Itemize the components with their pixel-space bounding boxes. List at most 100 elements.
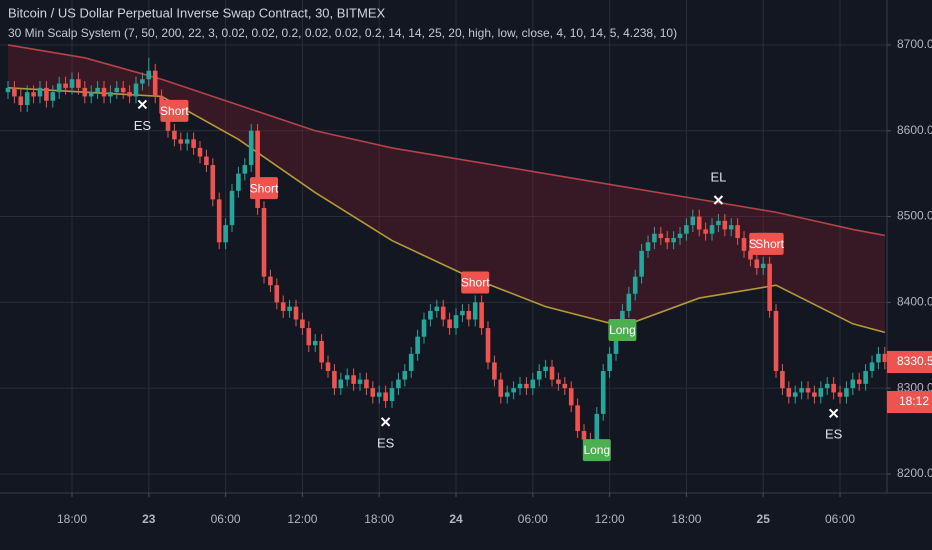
candle-body xyxy=(236,173,241,191)
candle-body xyxy=(95,87,100,93)
candle-body xyxy=(152,70,158,97)
candle-body xyxy=(242,165,248,174)
candle-body xyxy=(37,87,43,97)
x-tick-label: 18:00 xyxy=(364,512,394,526)
candle-body xyxy=(863,370,868,384)
signal-label: Short xyxy=(250,181,279,195)
candle-body xyxy=(626,293,632,311)
candle-body xyxy=(722,220,728,230)
candle-body xyxy=(280,302,286,311)
candle-body xyxy=(741,238,747,251)
candle-body xyxy=(56,83,62,93)
candle-body xyxy=(415,336,420,354)
candle-body xyxy=(376,392,382,397)
candle-body xyxy=(575,405,580,432)
signal-label: Short xyxy=(461,276,490,290)
candle-body xyxy=(652,233,657,243)
candle-body xyxy=(696,216,702,230)
candle-body xyxy=(178,139,184,144)
signal-cross xyxy=(713,195,724,205)
candle-body xyxy=(69,79,75,88)
x-tick-label: 12:00 xyxy=(595,512,625,526)
candle-body xyxy=(421,319,427,337)
candle-body xyxy=(248,130,254,166)
signal-cross xyxy=(380,417,391,427)
candle-body xyxy=(370,388,376,397)
candle-body xyxy=(805,388,811,393)
countdown-tag xyxy=(887,390,932,413)
x-tick-label: 24 xyxy=(449,512,463,526)
signal-box xyxy=(608,318,637,341)
candle-body xyxy=(364,379,369,389)
candle-body xyxy=(127,92,132,97)
y-tick-label: 8400.0 xyxy=(897,295,932,309)
candle-body xyxy=(594,413,600,449)
candle-body xyxy=(524,383,529,389)
candle-body xyxy=(850,379,856,389)
candle-body xyxy=(210,165,216,200)
candle-body xyxy=(197,147,203,157)
candle-body xyxy=(293,306,299,320)
signal-cross xyxy=(828,408,839,419)
signal: Short xyxy=(250,177,279,200)
candle-body xyxy=(312,340,318,346)
signal-label: Long xyxy=(609,323,636,337)
candle-body xyxy=(140,79,145,84)
candle-body xyxy=(172,130,177,140)
candle-body xyxy=(530,379,536,389)
candle-body xyxy=(716,220,721,226)
candle-body xyxy=(748,250,753,260)
chart-title: Bitcoin / US Dollar Perpetual Inverse Sw… xyxy=(8,5,385,20)
candle-body xyxy=(645,242,651,251)
candle-body xyxy=(728,225,734,230)
candle-body xyxy=(82,87,88,97)
candle-body xyxy=(869,362,875,371)
candle-body xyxy=(837,392,843,397)
candle-body xyxy=(479,302,484,329)
candle-body xyxy=(88,92,94,97)
candle-body xyxy=(703,229,708,234)
plot-area: ESShortShortESShortLongLongELShortShortE… xyxy=(5,44,888,462)
candle-body xyxy=(786,388,792,397)
candle-body xyxy=(767,263,772,311)
x-tick-label: 25 xyxy=(757,512,771,526)
candle-body xyxy=(568,388,574,406)
candle-body xyxy=(184,139,190,144)
y-tick-label: 8500.0 xyxy=(897,209,932,223)
last-price-tag xyxy=(887,350,932,373)
candle-body xyxy=(24,92,30,106)
candle-body xyxy=(191,139,196,148)
candle-body xyxy=(101,87,107,97)
candle-body xyxy=(754,259,760,269)
last-price-label: 8330.5 xyxy=(897,354,932,368)
candle-body xyxy=(792,392,798,397)
candle-body xyxy=(684,225,689,234)
candle-body xyxy=(799,388,804,393)
candle-body xyxy=(351,375,356,384)
candle-body xyxy=(31,92,36,97)
indicator-label: 30 Min Scalp System (7, 50, 200, 22, 3, … xyxy=(8,26,677,40)
signal-cross xyxy=(137,99,148,110)
signal-label: ES xyxy=(134,118,152,133)
candle-body xyxy=(760,263,766,269)
candle-body xyxy=(146,70,152,80)
candle-body xyxy=(485,328,491,363)
y-tick-label: 8700.0 xyxy=(897,37,932,51)
x-tick-label: 18:00 xyxy=(57,512,87,526)
x-tick-label: 06:00 xyxy=(211,512,241,526)
candle-body xyxy=(735,225,740,239)
candle-body xyxy=(108,92,113,97)
candle-body xyxy=(773,310,779,371)
candle-body xyxy=(5,87,11,93)
candle-body xyxy=(856,379,862,384)
candle-body xyxy=(472,302,478,320)
x-tick-label: 23 xyxy=(142,512,156,526)
candle-body xyxy=(536,370,542,380)
candle-body xyxy=(383,392,388,402)
candle-body xyxy=(18,96,24,106)
candle-body xyxy=(229,190,235,226)
candle-body xyxy=(562,383,568,389)
signal-label: ES xyxy=(377,435,395,450)
candle-body xyxy=(844,388,849,397)
candle-body xyxy=(498,379,504,397)
